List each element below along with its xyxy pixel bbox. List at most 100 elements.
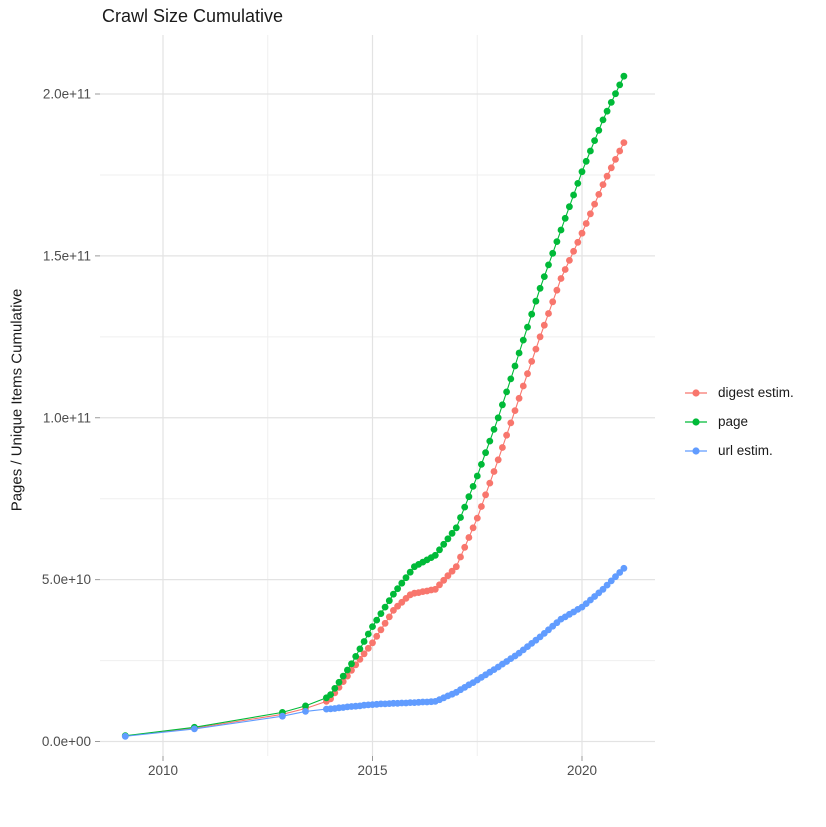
y-tick-label: 2.0e+11 <box>43 87 91 102</box>
data-point <box>603 107 611 115</box>
legend-label: digest estim. <box>718 385 794 400</box>
data-point <box>612 156 619 163</box>
data-point <box>436 546 443 554</box>
data-point <box>557 226 565 234</box>
data-point <box>440 540 448 548</box>
data-point <box>335 678 343 686</box>
data-point <box>344 666 351 674</box>
data-point <box>448 529 456 537</box>
data-point <box>331 685 339 692</box>
data-point <box>519 382 527 390</box>
data-point <box>364 630 372 638</box>
data-point <box>507 419 515 427</box>
data-point <box>582 220 590 227</box>
legend-item-digest-estim-: digest estim. <box>684 378 794 407</box>
data-point <box>570 247 577 255</box>
legend-key-icon <box>685 446 707 455</box>
data-point <box>385 613 393 621</box>
data-point <box>490 468 498 475</box>
data-point <box>494 414 502 422</box>
legend-item-page: page <box>684 407 794 436</box>
data-point <box>448 567 456 575</box>
data-point <box>515 394 523 402</box>
data-point <box>595 191 603 198</box>
data-point <box>545 310 552 317</box>
data-point <box>494 456 502 464</box>
data-point <box>587 147 594 155</box>
data-point <box>612 573 619 581</box>
data-point <box>398 579 406 587</box>
data-point <box>469 483 477 490</box>
data-point <box>461 543 469 551</box>
data-point <box>553 286 561 294</box>
legend-key-icon <box>685 417 707 426</box>
data-point <box>473 514 481 522</box>
x-tick-label: 2020 <box>567 763 597 778</box>
data-point <box>465 534 473 541</box>
data-point <box>377 626 385 634</box>
x-tick-label: 2015 <box>357 763 387 778</box>
data-point <box>536 284 544 292</box>
data-point <box>511 407 519 414</box>
data-point <box>457 514 464 521</box>
data-point <box>461 503 469 511</box>
data-point <box>507 375 515 383</box>
data-point <box>385 597 393 605</box>
data-point <box>616 147 624 155</box>
data-point <box>570 191 577 199</box>
y-tick-label: 1.5e+11 <box>43 248 91 263</box>
data-point <box>440 576 448 584</box>
y-tick-label: 0.0e+00 <box>42 734 91 749</box>
data-point <box>545 261 552 269</box>
data-point <box>519 336 527 344</box>
data-point <box>457 553 464 561</box>
data-point <box>478 461 485 468</box>
data-point <box>607 164 615 172</box>
data-point <box>599 116 607 124</box>
data-point <box>612 90 619 98</box>
data-point <box>561 266 569 273</box>
data-point <box>381 619 389 627</box>
data-point <box>327 691 334 698</box>
data-point <box>465 493 473 501</box>
data-point <box>469 524 477 532</box>
data-point <box>620 564 628 572</box>
data-point <box>486 479 494 487</box>
data-point <box>553 238 561 246</box>
data-point <box>574 180 582 187</box>
data-point <box>603 172 611 180</box>
legend: digest estim. page url estim. <box>684 378 794 465</box>
data-point <box>369 623 376 630</box>
data-point <box>486 437 494 445</box>
data-point <box>279 712 286 720</box>
data-point <box>360 650 368 658</box>
data-point <box>616 81 624 89</box>
data-point <box>603 581 611 589</box>
data-point <box>478 503 485 510</box>
y-tick-label: 1.0e+11 <box>43 410 91 425</box>
data-point <box>549 298 557 306</box>
data-point <box>394 585 401 593</box>
data-point <box>574 238 582 246</box>
series-page <box>121 72 628 740</box>
data-point <box>524 323 531 331</box>
chart-title: Crawl Size Cumulative <box>102 6 284 26</box>
data-point <box>473 472 481 480</box>
data-point <box>578 229 586 237</box>
data-point <box>540 321 548 329</box>
x-tick-label: 2010 <box>148 763 178 778</box>
data-point <box>452 563 460 571</box>
data-point <box>348 660 355 668</box>
data-point <box>503 388 510 396</box>
data-point <box>390 607 397 614</box>
data-point <box>616 569 624 576</box>
data-point <box>549 249 557 257</box>
data-point <box>561 214 569 222</box>
data-point <box>373 616 381 624</box>
data-point <box>566 257 573 264</box>
data-point <box>566 203 573 211</box>
data-point <box>528 310 536 318</box>
y-tick-label: 5.0e+10 <box>42 572 91 587</box>
data-point <box>444 572 452 580</box>
